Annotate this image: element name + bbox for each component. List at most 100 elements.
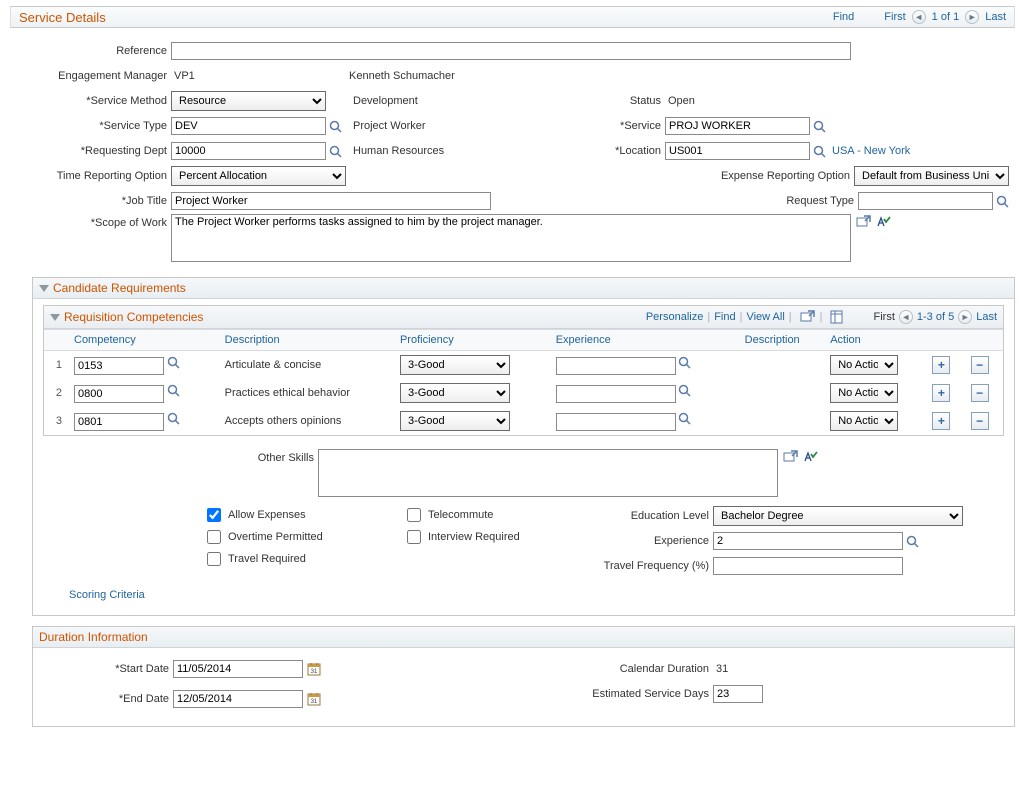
allow-expenses-checkbox[interactable] (207, 508, 221, 522)
action-select[interactable]: No Action (830, 383, 898, 403)
experience-input[interactable] (556, 385, 676, 403)
exp-desc (739, 379, 825, 407)
req-dept-input[interactable] (171, 142, 326, 160)
lookup-icon[interactable] (328, 119, 342, 133)
action-select[interactable]: No Action (830, 355, 898, 375)
location-label: Location (595, 145, 665, 157)
collapse-icon[interactable] (39, 285, 49, 292)
location-link[interactable]: USA - New York (832, 145, 910, 157)
col-proficiency[interactable]: Proficiency (394, 330, 550, 351)
spellcheck-icon[interactable] (802, 449, 818, 465)
end-date-label: End Date (43, 693, 173, 705)
collapse-icon[interactable] (50, 314, 60, 321)
calendar-icon[interactable] (306, 691, 322, 707)
find-link[interactable]: Find (714, 311, 735, 323)
lookup-icon[interactable] (678, 383, 692, 397)
remove-row-button[interactable]: − (971, 412, 989, 430)
lookup-icon[interactable] (812, 144, 826, 158)
status-label: Status (595, 95, 665, 107)
range-label: 1-3 of 5 (917, 311, 954, 323)
add-row-button[interactable]: + (932, 412, 950, 430)
travel-freq-input[interactable] (713, 557, 903, 575)
lookup-icon[interactable] (812, 119, 826, 133)
remove-row-button[interactable]: − (971, 356, 989, 374)
experience-input[interactable] (556, 413, 676, 431)
zoom-icon[interactable] (855, 214, 871, 230)
proficiency-select[interactable]: 3-Good (400, 411, 510, 431)
telecommute-checkbox[interactable] (407, 508, 421, 522)
next-icon[interactable]: ► (958, 310, 972, 324)
col-experience[interactable]: Experience (550, 330, 739, 351)
remove-row-button[interactable]: − (971, 384, 989, 402)
last-label: Last (985, 11, 1006, 23)
next-icon[interactable]: ► (965, 10, 979, 24)
job-title-input[interactable] (171, 192, 491, 210)
competency-desc: Articulate & concise (219, 351, 394, 380)
travel-freq-label: Travel Frequency (%) (593, 560, 713, 572)
table-row: 1Articulate & concise3-GoodNo Action+− (44, 351, 1003, 380)
lookup-icon[interactable] (166, 411, 180, 425)
zoom-icon[interactable] (782, 449, 798, 465)
personalize-link[interactable]: Personalize (646, 311, 703, 323)
interview-checkbox[interactable] (407, 530, 421, 544)
col-description2[interactable]: Description (739, 330, 825, 351)
calendar-icon[interactable] (306, 661, 322, 677)
overtime-checkbox[interactable] (207, 530, 221, 544)
duration-title: Duration Information (39, 630, 148, 644)
find-link[interactable]: Find (833, 11, 854, 23)
cand-req-title: Candidate Requirements (53, 281, 186, 295)
last-link[interactable]: Last (976, 311, 997, 323)
reference-input[interactable] (171, 42, 851, 60)
lookup-icon[interactable] (905, 534, 919, 548)
prev-icon[interactable]: ◄ (899, 310, 913, 324)
end-date-input[interactable] (173, 690, 303, 708)
lookup-icon[interactable] (166, 383, 180, 397)
zoom-icon[interactable] (800, 309, 816, 325)
prev-icon[interactable]: ◄ (912, 10, 926, 24)
eng-mgr-name: Kenneth Schumacher (346, 70, 455, 82)
cal-dur-label: Calendar Duration (483, 663, 713, 675)
page-title: Service Details (19, 10, 106, 25)
lookup-icon[interactable] (328, 144, 342, 158)
reference-label: Reference (16, 45, 171, 57)
row-num: 3 (44, 407, 68, 435)
view-all-link[interactable]: View All (746, 311, 784, 323)
est-days-input[interactable] (713, 685, 763, 703)
other-skills-textarea[interactable] (318, 449, 778, 497)
scope-textarea[interactable]: The Project Worker performs tasks assign… (171, 214, 851, 262)
exp-opt-select[interactable]: Default from Business Unit (854, 166, 1009, 186)
first-label: First (884, 11, 905, 23)
col-description[interactable]: Description (219, 330, 394, 351)
col-action[interactable]: Action (824, 330, 926, 351)
travel-req-checkbox[interactable] (207, 552, 221, 566)
lookup-icon[interactable] (678, 355, 692, 369)
competency-input[interactable] (74, 385, 164, 403)
service-input[interactable] (665, 117, 810, 135)
location-input[interactable] (665, 142, 810, 160)
edu-select[interactable]: Bachelor Degree (713, 506, 963, 526)
add-row-button[interactable]: + (932, 384, 950, 402)
lookup-icon[interactable] (995, 194, 1009, 208)
job-title-label: Job Title (16, 195, 171, 207)
start-date-input[interactable] (173, 660, 303, 678)
exp-label: Experience (593, 535, 713, 547)
add-row-button[interactable]: + (932, 356, 950, 374)
spellcheck-icon[interactable] (875, 214, 891, 230)
grid-icon[interactable] (830, 309, 846, 325)
competency-input[interactable] (74, 357, 164, 375)
service-method-select[interactable]: Resource (171, 91, 326, 111)
experience-input[interactable] (556, 357, 676, 375)
service-type-input[interactable] (171, 117, 326, 135)
action-select[interactable]: No Action (830, 411, 898, 431)
scoring-link[interactable]: Scoring Criteria (69, 589, 145, 601)
exp-input[interactable] (713, 532, 903, 550)
time-opt-select[interactable]: Percent Allocation (171, 166, 346, 186)
lookup-icon[interactable] (166, 355, 180, 369)
competency-input[interactable] (74, 413, 164, 431)
lookup-icon[interactable] (678, 411, 692, 425)
other-skills-label: Other Skills (43, 449, 318, 464)
proficiency-select[interactable]: 3-Good (400, 383, 510, 403)
req-type-input[interactable] (858, 192, 993, 210)
proficiency-select[interactable]: 3-Good (400, 355, 510, 375)
col-competency[interactable]: Competency (68, 330, 219, 351)
